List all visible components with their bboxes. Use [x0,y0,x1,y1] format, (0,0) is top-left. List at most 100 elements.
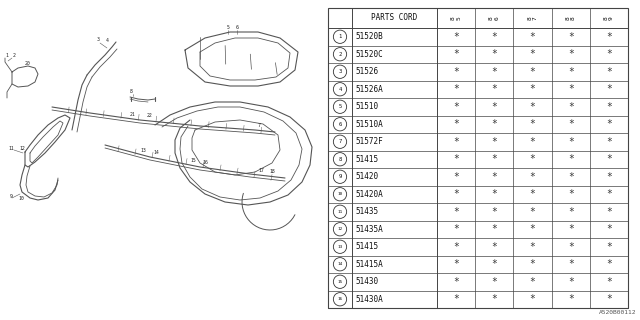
Text: *: * [606,259,612,269]
Text: 3: 3 [97,37,100,42]
Text: *: * [568,207,573,217]
Text: *: * [492,84,497,94]
Text: 8
9: 8 9 [604,16,614,20]
Text: *: * [606,32,612,42]
Text: *: * [606,172,612,182]
Text: *: * [453,137,459,147]
Circle shape [333,100,347,113]
Text: 18: 18 [269,169,275,174]
Circle shape [333,153,347,166]
Text: *: * [529,84,536,94]
Text: *: * [568,172,573,182]
Text: *: * [529,49,536,59]
Text: 21: 21 [130,112,136,117]
Text: 8
8: 8 8 [566,16,576,20]
Text: *: * [529,277,536,287]
Text: 51435A: 51435A [355,225,383,234]
Text: 13: 13 [140,148,146,153]
Text: 51572F: 51572F [355,137,383,146]
Text: *: * [453,242,459,252]
Text: *: * [568,102,573,112]
Circle shape [333,275,347,288]
Text: *: * [492,294,497,304]
Text: *: * [492,137,497,147]
Text: *: * [453,224,459,234]
Text: *: * [453,67,459,77]
Text: 16: 16 [337,297,342,301]
Text: 20: 20 [25,61,31,66]
Text: 51420: 51420 [355,172,378,181]
Circle shape [333,117,347,131]
Text: *: * [568,137,573,147]
Text: 51526: 51526 [355,67,378,76]
Text: *: * [529,67,536,77]
Text: *: * [453,277,459,287]
Text: *: * [606,294,612,304]
Text: *: * [529,154,536,164]
Text: 12: 12 [337,227,342,231]
Text: 4: 4 [106,38,109,43]
Text: 51526A: 51526A [355,85,383,94]
Text: 8
6: 8 6 [489,16,499,20]
Circle shape [333,258,347,271]
Text: *: * [606,189,612,199]
Text: 14: 14 [153,150,159,155]
Text: *: * [529,189,536,199]
Text: *: * [529,119,536,129]
Text: 8: 8 [130,89,133,94]
Text: *: * [568,154,573,164]
Text: *: * [453,49,459,59]
Text: *: * [606,137,612,147]
Text: 51430: 51430 [355,277,378,286]
Text: 15: 15 [190,158,196,163]
Text: *: * [529,242,536,252]
Text: *: * [606,207,612,217]
Text: 6: 6 [236,25,239,30]
Text: *: * [568,49,573,59]
Circle shape [333,188,347,201]
Text: *: * [492,102,497,112]
Text: 51415A: 51415A [355,260,383,269]
Text: 51415: 51415 [355,242,378,251]
Text: 8
5: 8 5 [451,16,461,20]
Text: *: * [453,32,459,42]
Text: 51435: 51435 [355,207,378,216]
Text: *: * [529,137,536,147]
Text: *: * [492,154,497,164]
Circle shape [333,83,347,96]
Text: 14: 14 [337,262,342,266]
Text: *: * [606,154,612,164]
Text: 7: 7 [258,123,261,128]
Text: A520B00112: A520B00112 [598,310,636,315]
Text: *: * [606,102,612,112]
Text: 17: 17 [258,168,264,173]
Text: 6: 6 [339,122,342,127]
Text: *: * [492,207,497,217]
Text: *: * [568,224,573,234]
Text: 13: 13 [337,245,342,249]
Text: *: * [529,224,536,234]
Text: *: * [492,259,497,269]
Text: 16: 16 [202,160,208,165]
Text: *: * [453,172,459,182]
Text: 15: 15 [337,280,342,284]
Text: *: * [568,67,573,77]
Text: 51420A: 51420A [355,190,383,199]
Text: 11: 11 [337,210,342,214]
Text: *: * [529,172,536,182]
Text: *: * [568,277,573,287]
Circle shape [333,170,347,183]
Text: *: * [606,277,612,287]
Text: 4: 4 [339,87,342,92]
Text: *: * [453,207,459,217]
Text: *: * [453,294,459,304]
Circle shape [333,292,347,306]
Text: *: * [492,277,497,287]
Text: *: * [492,67,497,77]
Circle shape [333,48,347,61]
Text: *: * [568,294,573,304]
Text: 51520C: 51520C [355,50,383,59]
Text: *: * [492,32,497,42]
Text: 1: 1 [339,34,342,39]
Text: *: * [492,172,497,182]
